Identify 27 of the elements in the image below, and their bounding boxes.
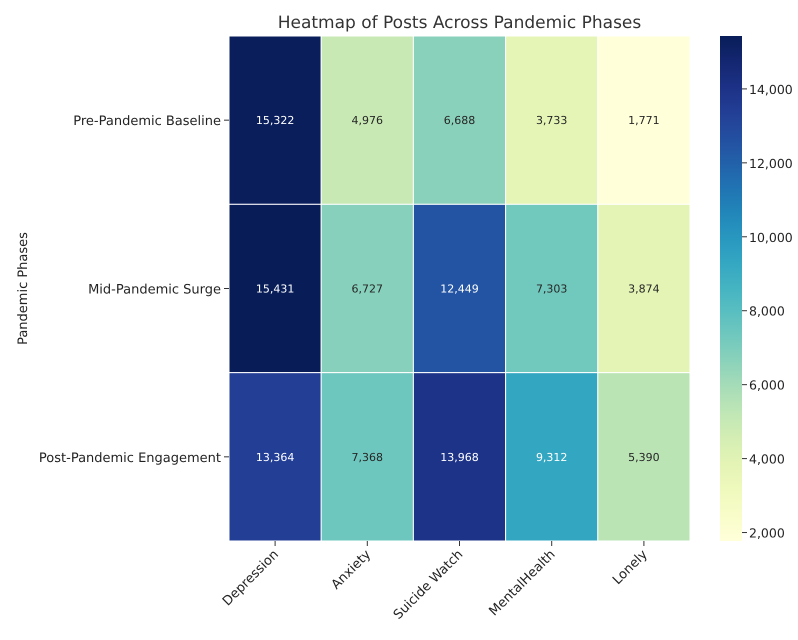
color-bar-label: 8,000	[749, 304, 785, 319]
data-label: 13,968	[440, 450, 479, 464]
data-label: 3,874	[628, 282, 660, 296]
color-bar-label: 14,000	[749, 82, 793, 97]
y-axis-title: Pandemic Phases	[16, 232, 31, 345]
data-label: 1,771	[628, 114, 660, 128]
y-tick-label: Pre-Pandemic Baseline	[73, 114, 221, 130]
data-label: 7,303	[536, 282, 568, 296]
data-label: 6,727	[352, 282, 384, 296]
y-tick-label: Mid-Pandemic Surge	[88, 282, 221, 298]
data-label: 15,431	[256, 282, 294, 296]
data-label: 9,312	[536, 450, 568, 464]
data-label: 4,976	[352, 114, 384, 128]
data-label: 12,449	[440, 282, 479, 296]
color-bar-label: 6,000	[749, 378, 785, 393]
data-label: 5,390	[628, 450, 660, 464]
data-label: 3,733	[536, 114, 568, 128]
data-label: 13,364	[256, 450, 294, 464]
data-label: 6,688	[444, 114, 476, 128]
color-bar-label: 2,000	[749, 526, 785, 541]
color-bar-label: 10,000	[749, 230, 793, 245]
data-label: 7,368	[352, 450, 384, 464]
color-bar-label: 12,000	[749, 156, 793, 171]
color-bar-label: 4,000	[749, 452, 785, 467]
data-label: 15,322	[256, 114, 294, 128]
chart-title: Heatmap of Posts Across Pandemic Phases	[278, 13, 642, 33]
y-tick-label: Post-Pandemic Engagement	[38, 450, 221, 466]
